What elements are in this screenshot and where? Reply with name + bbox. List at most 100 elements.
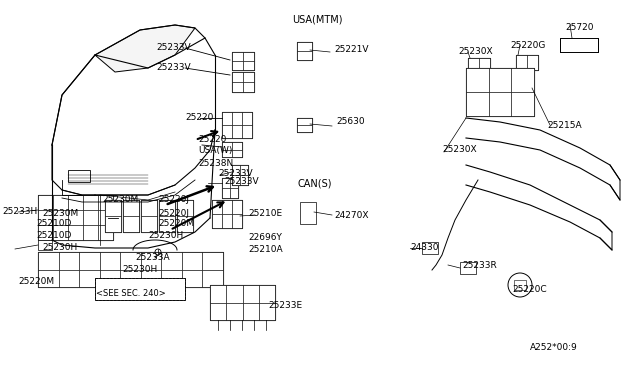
Bar (232, 72, 243, 82)
Bar (511, 68, 534, 92)
Text: <SEE SEC. 240>: <SEE SEC. 240> (96, 289, 166, 298)
Bar (222, 142, 232, 150)
Bar (466, 68, 534, 116)
Bar (38, 252, 223, 287)
Bar (222, 178, 238, 198)
Bar (68, 210, 83, 225)
Text: USA(W): USA(W) (198, 147, 232, 155)
Bar (242, 112, 252, 125)
Bar (177, 216, 193, 232)
Bar (123, 200, 139, 232)
Bar (38, 252, 58, 269)
Bar (243, 52, 254, 61)
Text: 25230H: 25230H (42, 243, 77, 251)
Bar (105, 216, 121, 232)
Text: 25230H: 25230H (148, 231, 183, 240)
Bar (210, 285, 227, 302)
Bar (222, 125, 232, 138)
Bar (38, 195, 53, 210)
Text: CAN(S): CAN(S) (298, 178, 333, 188)
Bar (230, 178, 238, 188)
Text: A252*00:9: A252*00:9 (530, 343, 578, 353)
Text: 25220M: 25220M (158, 219, 194, 228)
Bar (527, 55, 538, 70)
Bar (95, 278, 185, 300)
Text: USA(MTM): USA(MTM) (292, 15, 342, 25)
Text: 25210A: 25210A (248, 246, 283, 254)
Text: 25233V: 25233V (218, 170, 253, 179)
Text: 25233H: 25233H (2, 208, 37, 217)
Text: 25720: 25720 (565, 23, 593, 32)
Text: 25221V: 25221V (334, 45, 369, 55)
Bar (460, 262, 476, 274)
Bar (243, 61, 254, 70)
Text: 25210E: 25210E (248, 209, 282, 218)
Bar (53, 210, 68, 225)
Bar (38, 195, 113, 240)
Text: 25220J: 25220J (158, 196, 189, 205)
Bar (53, 225, 68, 240)
Bar (242, 125, 252, 138)
Bar (232, 165, 248, 185)
Bar (161, 269, 182, 287)
Bar (210, 302, 227, 320)
Bar (83, 195, 98, 210)
Bar (38, 240, 52, 250)
Bar (489, 92, 511, 116)
Bar (516, 55, 527, 70)
Bar (243, 72, 254, 82)
Text: 25630: 25630 (336, 118, 365, 126)
Bar (240, 175, 248, 185)
Bar (297, 51, 312, 60)
Bar (222, 112, 252, 138)
Text: 25220J: 25220J (158, 208, 189, 218)
Bar (141, 200, 157, 232)
Bar (243, 82, 254, 92)
Bar (141, 216, 157, 232)
Bar (83, 210, 98, 225)
Bar (232, 52, 254, 70)
Text: 22696Y: 22696Y (248, 234, 282, 243)
Bar (123, 216, 139, 232)
Bar (120, 252, 141, 269)
Text: 25230M: 25230M (102, 196, 138, 205)
Text: 25210D: 25210D (36, 219, 72, 228)
Bar (227, 302, 243, 320)
Bar (422, 242, 438, 254)
Bar (98, 210, 113, 225)
Bar (100, 269, 120, 287)
Bar (232, 82, 243, 92)
Bar (38, 210, 53, 225)
Text: 25215A: 25215A (547, 122, 582, 131)
Bar (212, 200, 242, 228)
Text: 24330: 24330 (410, 244, 438, 253)
Bar (120, 269, 141, 287)
Bar (232, 214, 242, 228)
Bar (83, 225, 98, 240)
Text: 25230H: 25230H (122, 264, 157, 273)
Text: 25230M: 25230M (42, 208, 78, 218)
Bar (468, 58, 490, 70)
Bar (240, 165, 248, 175)
Bar (489, 68, 511, 92)
Bar (468, 58, 479, 70)
Bar (202, 269, 223, 287)
Bar (222, 112, 232, 125)
Bar (68, 170, 90, 182)
Text: 25220: 25220 (185, 113, 213, 122)
Bar (105, 200, 121, 232)
Bar (100, 252, 120, 269)
Bar (79, 252, 100, 269)
Bar (222, 188, 230, 198)
Bar (38, 225, 53, 240)
Bar (53, 195, 68, 210)
Bar (58, 252, 79, 269)
Bar (479, 58, 490, 70)
Text: 24270X: 24270X (334, 211, 369, 219)
Bar (297, 42, 312, 51)
Bar (159, 200, 175, 216)
Bar (232, 150, 242, 157)
Text: 25220: 25220 (198, 135, 227, 144)
Bar (232, 112, 242, 125)
Text: 25230X: 25230X (442, 145, 477, 154)
